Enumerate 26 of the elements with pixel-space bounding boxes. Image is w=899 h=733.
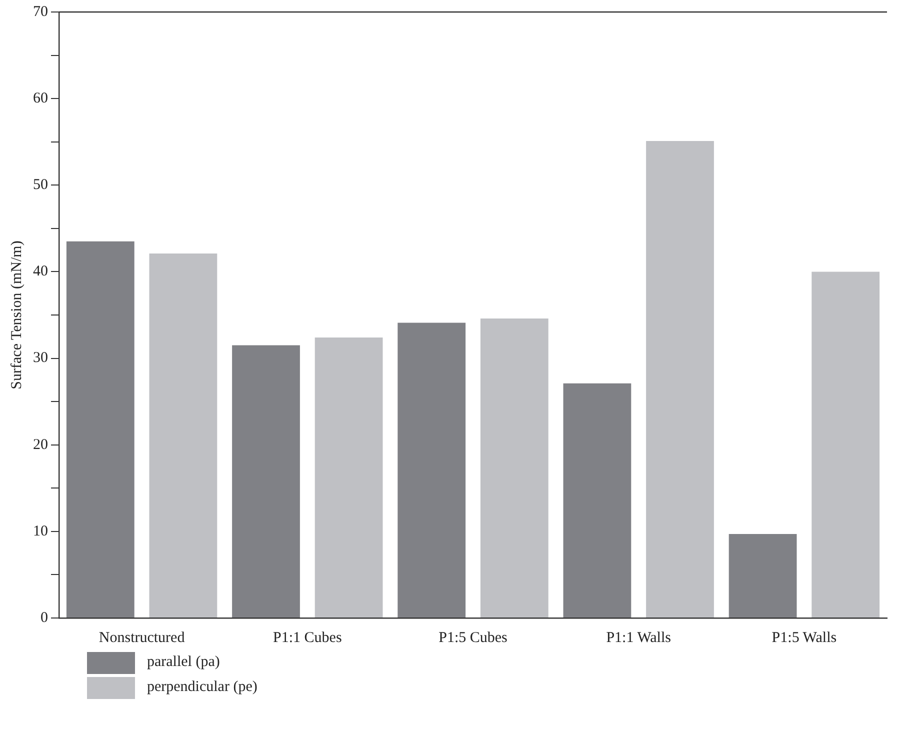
bar bbox=[398, 322, 466, 618]
x-tick-label: P1:5 Cubes bbox=[438, 630, 508, 646]
y-tick-label: 20 bbox=[33, 436, 48, 453]
bar bbox=[480, 318, 548, 618]
y-tick-label: 50 bbox=[33, 177, 48, 194]
legend-label: parallel (pa) bbox=[147, 654, 220, 671]
bar bbox=[728, 534, 797, 618]
y-axis-title: Surface Tension (mN/m) bbox=[8, 240, 25, 390]
legend-label: perpendicular (pe) bbox=[147, 679, 258, 696]
y-tick-label: 0 bbox=[40, 610, 48, 626]
bar bbox=[812, 272, 880, 618]
y-tick-label: 40 bbox=[33, 264, 48, 280]
y-tick-label: 70 bbox=[33, 4, 48, 20]
bar bbox=[66, 241, 134, 618]
bar bbox=[563, 383, 632, 618]
y-tick-label: 60 bbox=[33, 90, 48, 107]
x-tick-label: P1:1 Cubes bbox=[273, 630, 342, 646]
bar bbox=[314, 338, 383, 618]
bar bbox=[232, 345, 300, 618]
y-tick-label: 10 bbox=[33, 523, 48, 540]
x-tick-label: Nonstructured bbox=[98, 630, 186, 646]
x-tick-label: P1:1 Walls bbox=[606, 630, 672, 646]
bar bbox=[149, 254, 218, 618]
bar bbox=[646, 140, 714, 618]
y-tick-label: 30 bbox=[33, 350, 48, 366]
x-tick-label: P1:5 Walls bbox=[772, 630, 837, 646]
